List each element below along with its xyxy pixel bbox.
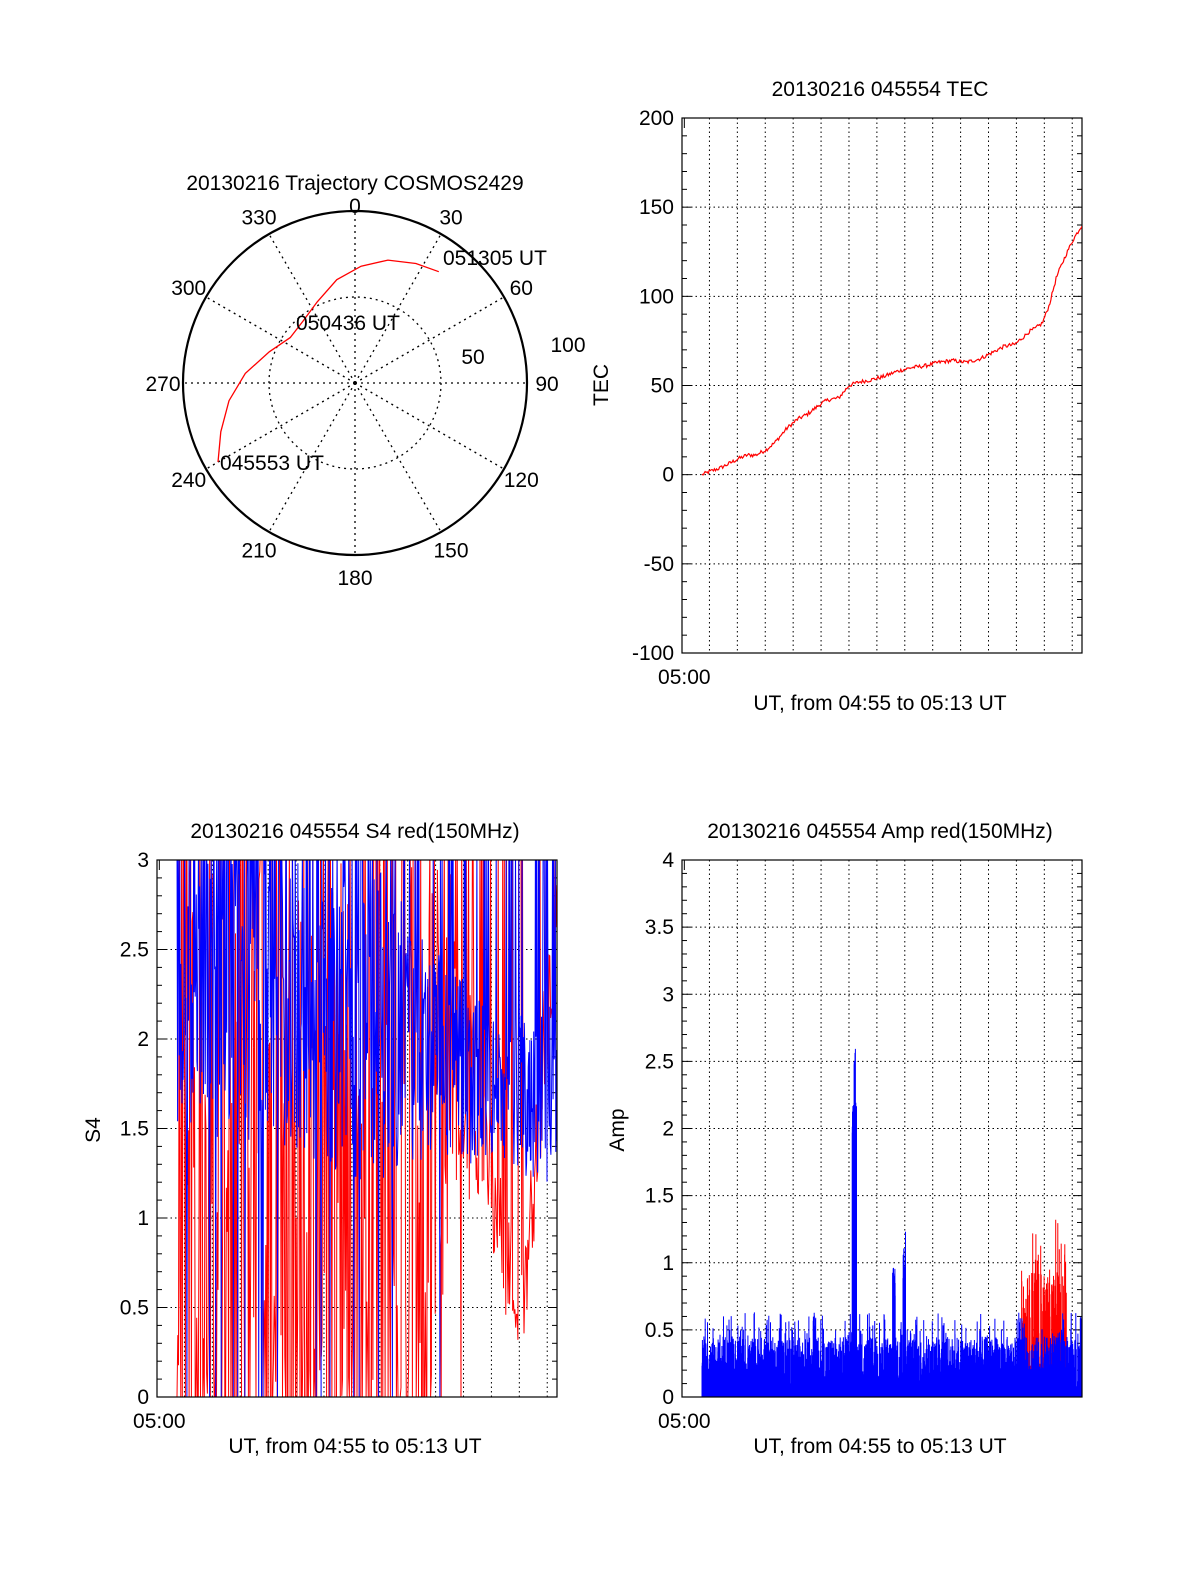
polar-azimuth-label-210: 210 (241, 539, 276, 562)
amp-y-tick-labels: 0 0.5 1 1.5 2 2.5 3 3.5 4 (645, 849, 675, 1409)
polar-title: 20130216 Trajectory COSMOS2429 (186, 172, 523, 195)
tec-panel: 20130216 045554 TEC -100-50050100150200 … (590, 78, 1083, 715)
polar-azimuth-label-60: 60 (510, 277, 533, 300)
polar-spoke-300 (205, 296, 356, 384)
polar-azimuth-labels: 0 30 60 90 120 150 180 210 240 270 300 330 (145, 195, 558, 590)
polar-trajectory-track (217, 259, 440, 463)
amp-ytick-label: 0.5 (645, 1319, 674, 1342)
tec-ytick-label: 50 (651, 375, 674, 398)
polar-annotation-end: 051305 UT (443, 247, 547, 270)
s4-ylabel: S4 (82, 1117, 105, 1143)
tec-xlabel: UT, from 04:55 to 05:13 UT (753, 692, 1006, 715)
s4-ytick-label: 2 (137, 1028, 149, 1051)
s4-ytick-label: 0.5 (120, 1297, 149, 1320)
amp-ylabel: Amp (606, 1108, 629, 1151)
polar-azimuth-label-240: 240 (171, 469, 206, 492)
polar-azimuth-label-150: 150 (433, 539, 468, 562)
amp-ytick-label: 1.5 (645, 1185, 674, 1208)
s4-ytick-label: 1.5 (120, 1118, 149, 1141)
amp-plot-frame (681, 859, 1083, 1398)
amp-ytick-label: 3 (662, 983, 674, 1006)
polar-spoke-150 (354, 382, 442, 533)
amp-ytick-label: 0 (662, 1386, 674, 1409)
tec-ytick-label: 100 (639, 285, 674, 308)
tec-series-line (701, 225, 1082, 476)
amp-ytick-label: 1 (662, 1252, 674, 1275)
polar-azimuth-label-90: 90 (535, 373, 558, 396)
amp-ytick-label: 2.5 (645, 1050, 674, 1073)
polar-spoke-240 (205, 382, 356, 470)
polar-panel: 20130216 Trajectory COSMOS2429 0 30 60 90 12… (145, 172, 585, 590)
s4-xlabel: UT, from 04:55 to 05:13 UT (228, 1435, 481, 1458)
polar-azimuth-label-30: 30 (439, 207, 462, 230)
polar-annotation-start: 045553 UT (220, 452, 324, 475)
amp-panel: 20130216 045554 Amp red(150MHz) 0 0.5 1 1.5… (606, 820, 1083, 1458)
s4-series-red (176, 860, 557, 1397)
tec-y-tick-labels: -100 -50 0 50 100 150 200 (632, 107, 674, 665)
amp-title: 20130216 045554 Amp red(150MHz) (707, 820, 1053, 843)
polar-spoke-120 (354, 382, 505, 470)
amp-xlabel: UT, from 04:55 to 05:13 UT (753, 1435, 1006, 1458)
polar-spoke-210 (268, 382, 356, 533)
s4-ytick-label: 3 (137, 849, 149, 872)
polar-azimuth-label-270: 270 (145, 373, 180, 396)
tec-ytick-label: 150 (639, 196, 674, 219)
s4-ytick-label: 0 (137, 1386, 149, 1409)
polar-ring-label-100: 100 (550, 334, 585, 357)
amp-ytick-label: 2 (662, 1118, 674, 1141)
s4-title: 20130216 045554 S4 red(150MHz) (190, 820, 519, 843)
tec-x-tick-labels: 05:00 (658, 666, 711, 689)
polar-spoke-60 (354, 296, 505, 384)
s4-y-tick-labels: 0 0.5 1 1.5 2 2.5 3 (120, 849, 149, 1409)
polar-spoke-30 (354, 233, 442, 384)
tec-plot-frame (681, 117, 1083, 654)
polar-azimuth-label-120: 120 (504, 469, 539, 492)
polar-annotation-mid: 050436 UT (296, 312, 400, 335)
s4-plot-frame (156, 859, 558, 1398)
amp-x-tick-labels: 05:00 (658, 1410, 711, 1433)
s4-ytick-label: 1 (137, 1207, 149, 1230)
tec-title: 20130216 045554 TEC (772, 78, 989, 101)
amp-ytick-label: 4 (662, 849, 674, 872)
polar-azimuth-label-0: 0 (349, 195, 361, 218)
polar-azimuth-label-300: 300 (171, 277, 206, 300)
polar-outer-ring (181, 209, 529, 557)
tec-xtick-label: 05:00 (658, 666, 711, 689)
s4-ytick-label: 2.5 (120, 939, 149, 962)
tec-ytick-label: 0 (662, 464, 674, 487)
tec-ytick-label: -100 (632, 642, 674, 665)
s4-series-blue (176, 860, 557, 1397)
amp-series-blue (701, 1048, 1082, 1397)
tec-ytick-label: 200 (639, 107, 674, 130)
amp-xtick-label: 05:00 (658, 1410, 711, 1433)
tec-ylabel: TEC (590, 364, 613, 406)
tec-grid (682, 117, 1082, 654)
amp-ytick-label: 3.5 (645, 916, 674, 939)
polar-azimuth-label-180: 180 (337, 567, 372, 590)
polar-ring-label-50: 50 (461, 346, 484, 369)
polar-azimuth-label-330: 330 (241, 207, 276, 230)
s4-x-tick-labels: 05:00 (133, 1410, 186, 1433)
s4-panel: 20130216 045554 S4 red(150MHz) 0 0.5 1 1.5 2… (82, 820, 558, 1458)
tec-ytick-label: -50 (644, 553, 674, 576)
s4-xtick-label: 05:00 (133, 1410, 186, 1433)
